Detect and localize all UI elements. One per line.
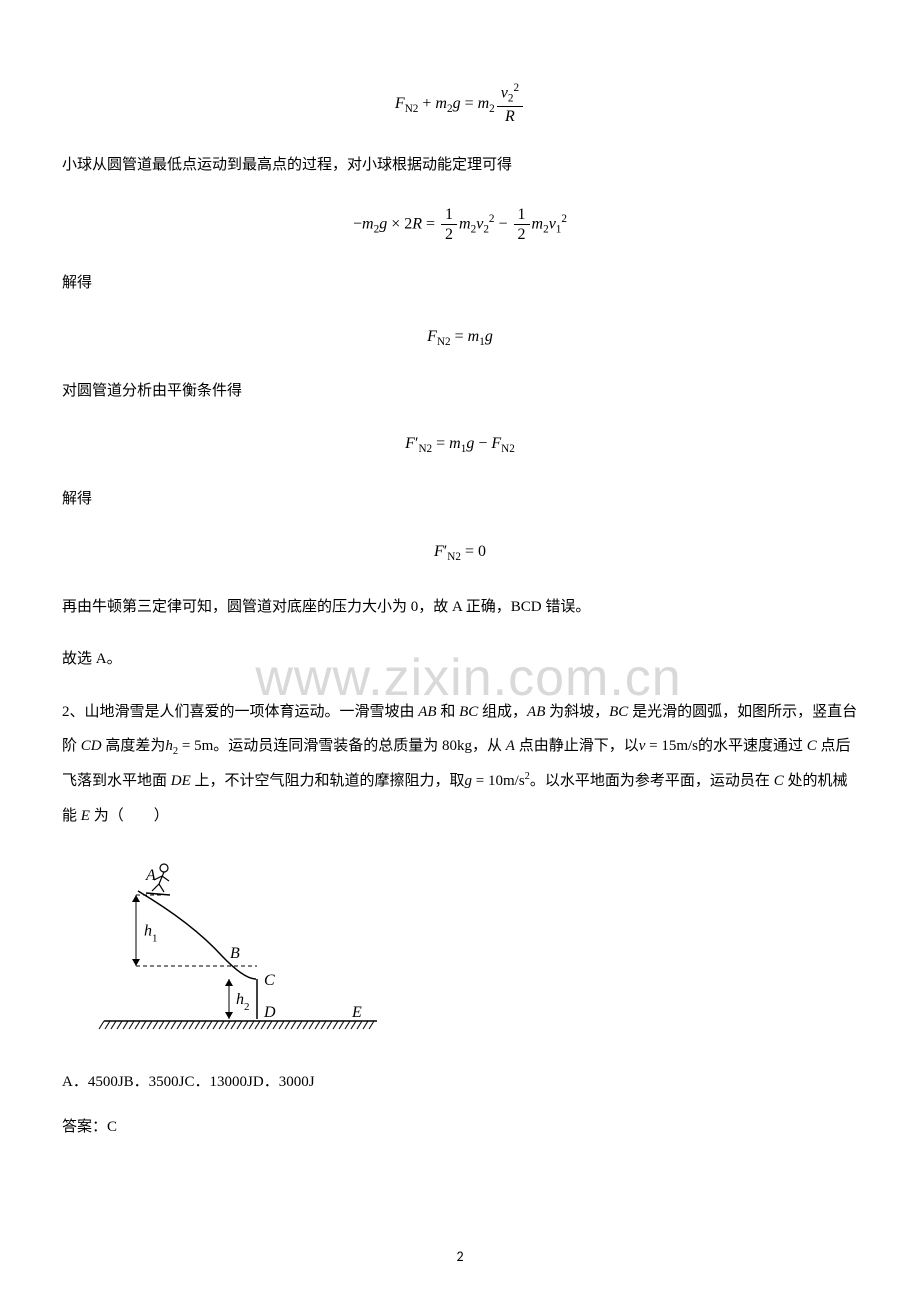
eq2-neg: − — [353, 215, 362, 232]
paragraph-2: 对圆管道分析由平衡条件得 — [62, 374, 858, 409]
p2-AB2: AB — [527, 704, 545, 720]
problem-2-text: 2、山地滑雪是人们喜爱的一项体育运动。一滑雪坡由 AB 和 BC 组成，AB 为… — [62, 695, 858, 834]
svg-text:B: B — [230, 945, 240, 962]
eq1-F: F — [395, 95, 405, 112]
eq4-m: m — [449, 435, 461, 452]
eq2-m: m — [362, 215, 374, 232]
paragraph-jiede-2: 解得 — [62, 482, 858, 517]
paragraph-jiede-1: 解得 — [62, 266, 858, 301]
choice-D: D．3000J — [253, 1074, 315, 1090]
eq2-R: R — [412, 215, 422, 232]
eq2-m2a: m — [459, 215, 471, 232]
p2-eq1: = 5m。运动员连同滑雪装备的总质量为 80kg，从 — [178, 738, 506, 754]
svg-text:D: D — [263, 1004, 276, 1021]
p2-BC2: BC — [609, 704, 628, 720]
eq5-eq: = 0 — [461, 543, 486, 560]
eq2-g: g — [379, 215, 387, 232]
p2-A: A — [506, 738, 515, 754]
eq2-half1-num: 1 — [441, 205, 457, 225]
choice-A: A．4500J — [62, 1074, 124, 1090]
p2-t9: 。以水平地面为参考平面，运动员在 — [530, 773, 774, 789]
eq1-eq: = — [461, 95, 478, 112]
eq3-g: g — [485, 328, 493, 345]
choices-row: A．4500JB．3500JC．13000JD．3000J — [62, 1069, 858, 1096]
p2-t2: 组成， — [478, 704, 527, 720]
eq2-v1: v — [549, 215, 556, 232]
p2-CD: CD — [81, 738, 102, 754]
p2-t3: 为斜坡， — [545, 704, 609, 720]
equation-3: FN2 = m1g — [62, 323, 858, 352]
choice-B: B．3500J — [124, 1074, 185, 1090]
eq2-half2-den: 2 — [514, 225, 530, 244]
eq4-F2-sub: N2 — [501, 444, 515, 456]
eq4-eq: = — [432, 435, 449, 452]
eq5-F-sub: N2 — [447, 551, 461, 563]
answer-line: 答案：C — [62, 1114, 858, 1141]
paragraph-3: 再由牛顿第三定律可知，圆管道对底座的压力大小为 0，故 A 正确，BCD 错误。 — [62, 590, 858, 625]
eq1-fraction: v22 R — [497, 82, 523, 126]
eq1-plus: + — [418, 95, 435, 112]
p2-t6: 点由静止滑下，以 — [515, 738, 639, 754]
svg-text:h2: h2 — [236, 991, 250, 1013]
p2-veq: = 15m/s的水平速度通过 — [645, 738, 806, 754]
svg-text:h1: h1 — [144, 923, 158, 945]
p2-C2: C — [774, 773, 784, 789]
equation-5: F′N2 = 0 — [62, 538, 858, 567]
p2-t1: 和 — [437, 704, 460, 720]
eq2-m2b: m — [532, 215, 544, 232]
svg-text:C: C — [264, 972, 275, 989]
eq2-half2: 12 — [514, 205, 530, 244]
eq2-half1: 12 — [441, 205, 457, 244]
eq1-frac-den: R — [497, 107, 523, 126]
equation-1: FN2 + m2g = m2v22R — [62, 82, 858, 126]
eq2-minus: − — [495, 215, 512, 232]
eq1-m: m — [435, 95, 447, 112]
p2-t5: 高度差为 — [102, 738, 166, 754]
eq4-F-sub: N2 — [418, 444, 432, 456]
eq1-m2-sub: 2 — [489, 103, 495, 115]
eq2-half1-den: 2 — [441, 225, 457, 244]
eq4-F2: F — [491, 435, 501, 452]
eq2-times: × 2 — [387, 215, 412, 232]
eq1-m2: m — [478, 95, 490, 112]
p2-Evar: E — [81, 808, 90, 824]
page-number: 2 — [456, 1244, 463, 1269]
eq1-g: g — [453, 95, 461, 112]
eq3-F-sub: N2 — [437, 336, 451, 348]
p2-BC: BC — [459, 704, 478, 720]
page-content: FN2 + m2g = m2v22R 小球从圆管道最低点运动到最高点的过程，对小… — [62, 82, 858, 1141]
p2-h2var: h — [165, 738, 173, 754]
eq1-frac-num-v: v — [501, 84, 508, 101]
eq4-minus: − — [474, 435, 491, 452]
eq3-eq: = — [451, 328, 468, 345]
p2-prefix: 2、山地滑雪是人们喜爱的一项体育运动。一滑雪坡由 — [62, 704, 418, 720]
eq2-half2-num: 1 — [514, 205, 530, 225]
p2-gvar: g — [465, 773, 473, 789]
paragraph-1: 小球从圆管道最低点运动到最高点的过程，对小球根据动能定理可得 — [62, 148, 858, 183]
eq1-F-sub: N2 — [405, 103, 419, 115]
equation-4: F′N2 = m1g − FN2 — [62, 430, 858, 459]
p2-t8: 上，不计空气阻力和轨道的摩擦阻力，取 — [191, 773, 465, 789]
ski-diagram-svg: A B CD Eh1 h2 — [62, 861, 380, 1041]
eq2-v1-sup: 2 — [561, 213, 567, 225]
eq2-eq: = — [422, 215, 439, 232]
ski-diagram: A B CD Eh1 h2 — [62, 861, 858, 1051]
p2-AB: AB — [418, 704, 436, 720]
eq1-frac-num-sub: 2 — [508, 93, 514, 105]
p2-t11: 为（ ） — [90, 808, 169, 824]
choice-C: C．13000J — [185, 1074, 253, 1090]
eq1-frac-num-sup: 2 — [513, 82, 519, 94]
eq3-F: F — [427, 328, 437, 345]
p2-geq: = 10m/s — [472, 773, 525, 789]
p2-DE: DE — [171, 773, 191, 789]
eq3-m: m — [468, 328, 480, 345]
eq4-F: F — [405, 435, 415, 452]
equation-2: −m2g × 2R = 12m2v22 − 12m2v12 — [62, 205, 858, 244]
svg-text:E: E — [351, 1004, 362, 1021]
p2-C: C — [807, 738, 817, 754]
paragraph-4: 故选 A。 — [62, 642, 858, 677]
svg-text:A: A — [145, 867, 156, 884]
eq5-F: F — [434, 543, 444, 560]
